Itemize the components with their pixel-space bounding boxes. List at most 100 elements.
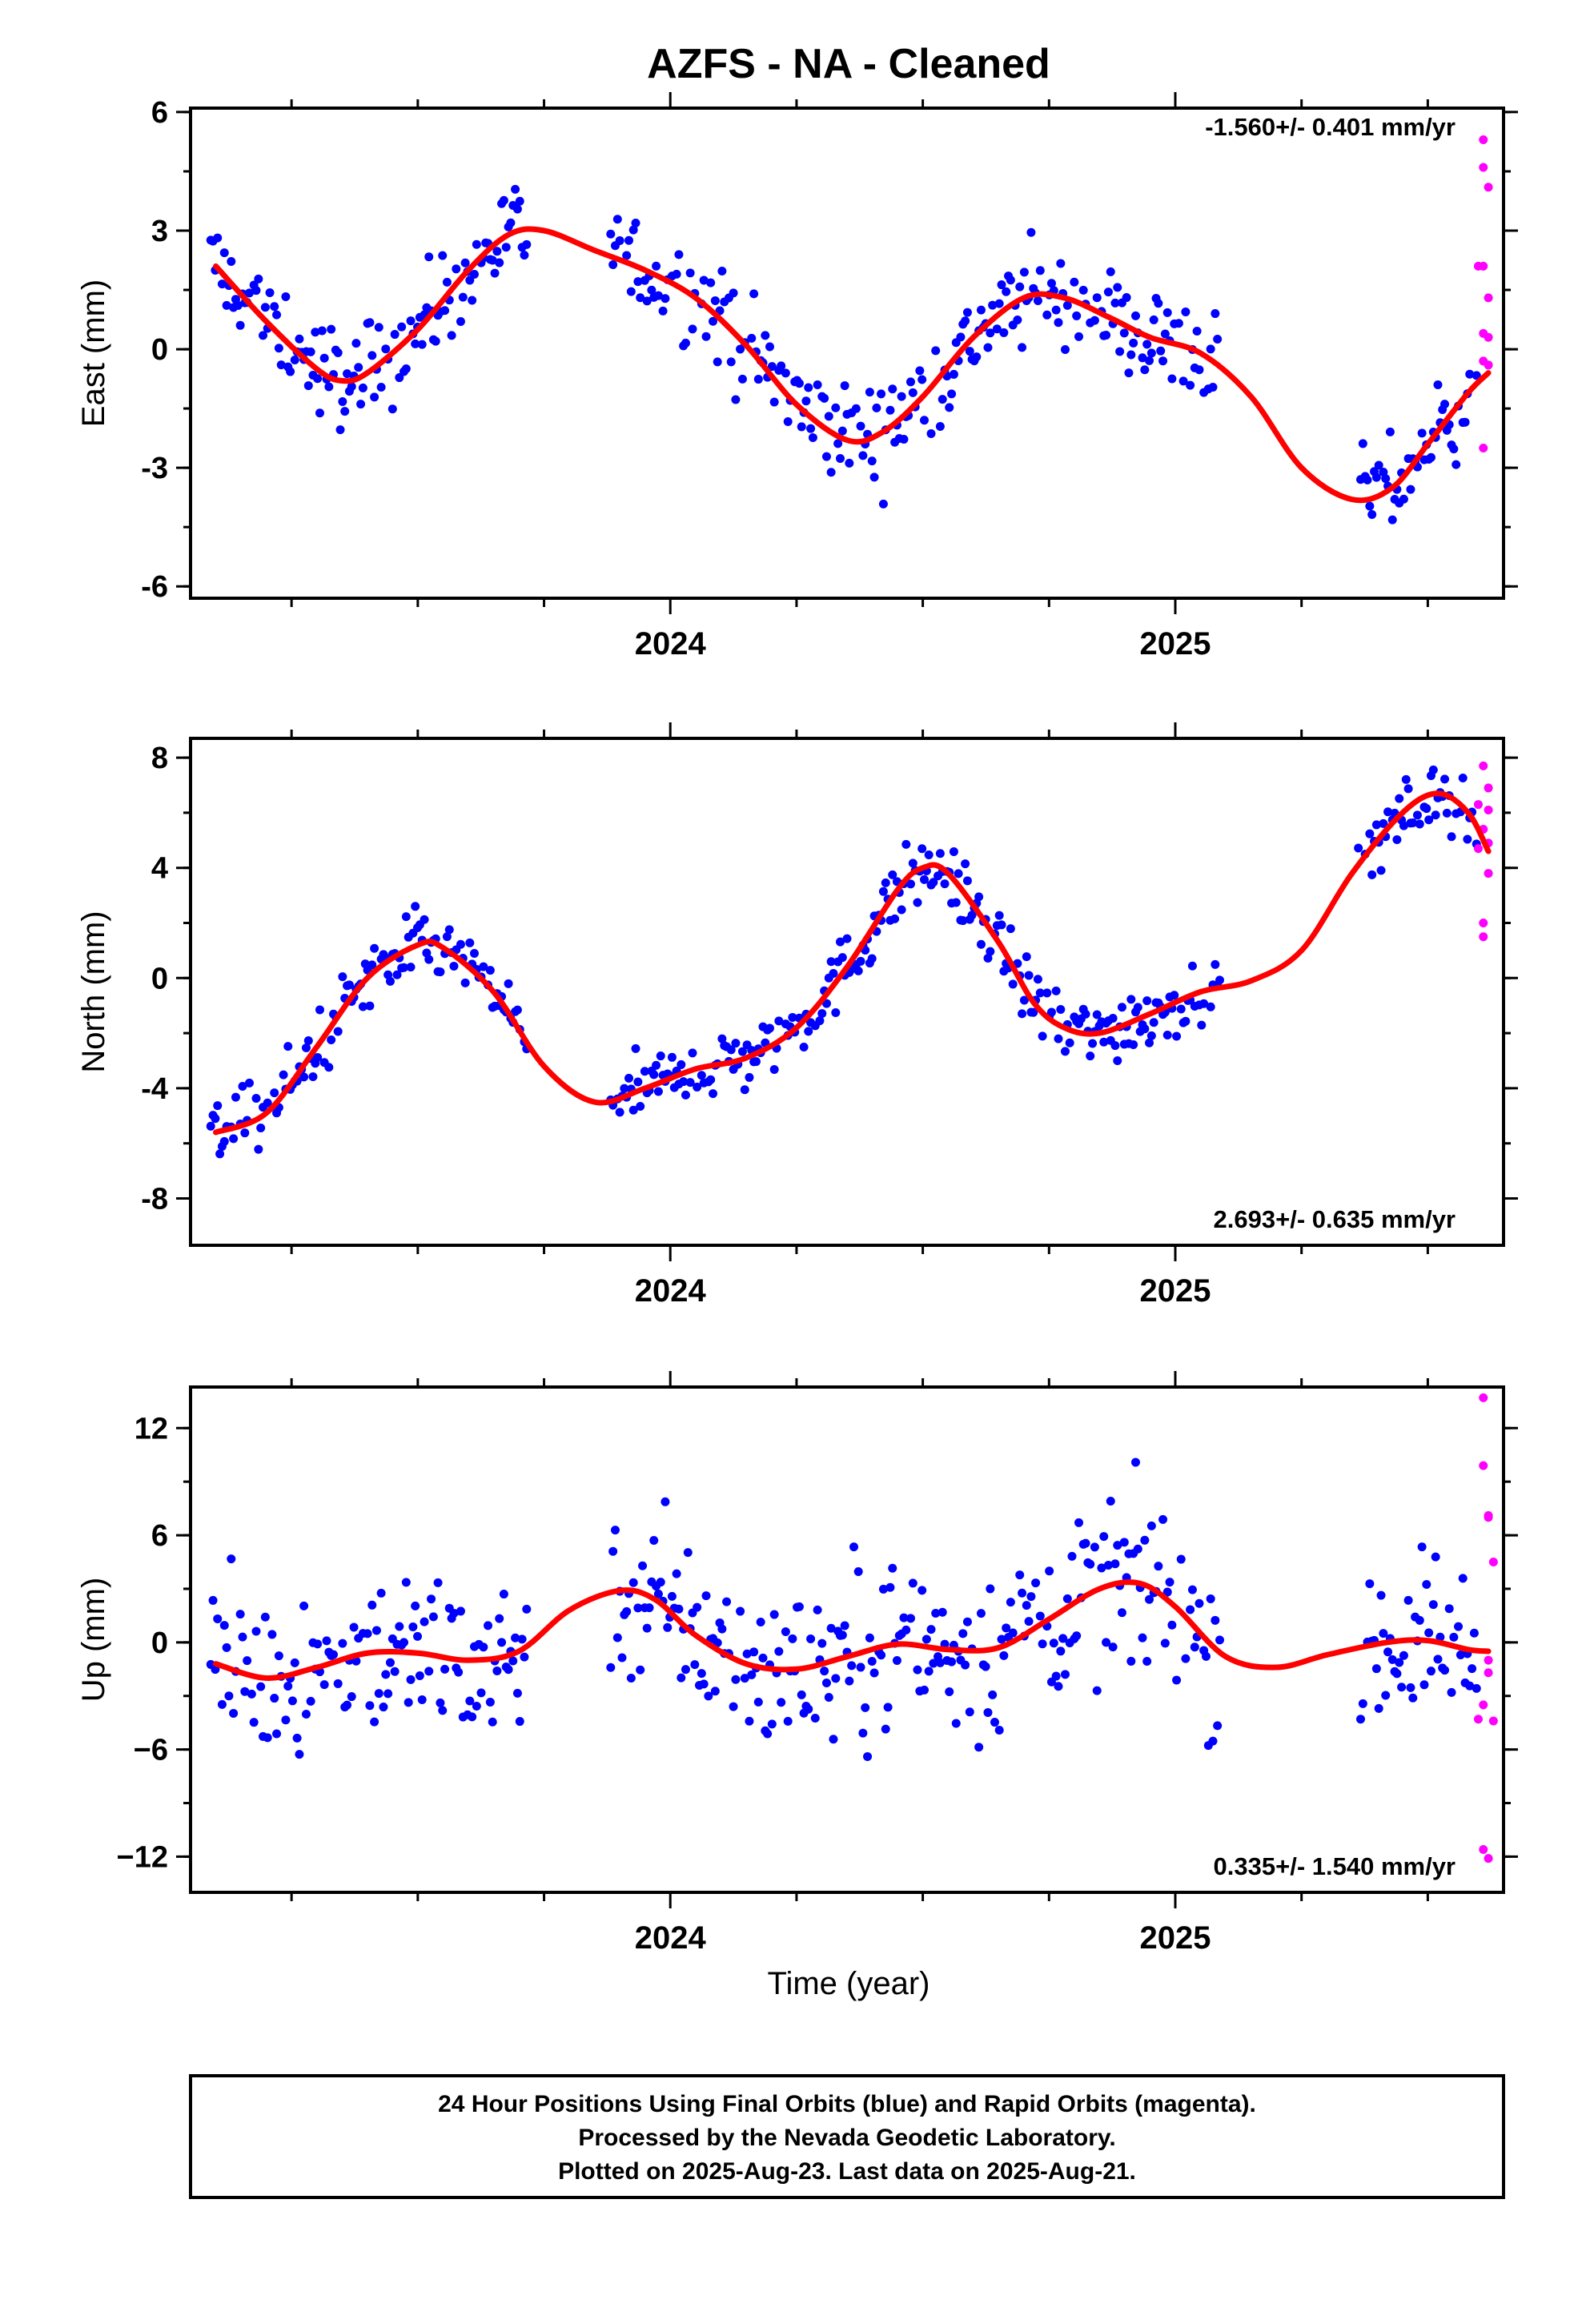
final-orbit-point <box>512 1688 522 1698</box>
final-orbit-point <box>781 368 790 378</box>
final-orbit-point <box>460 258 470 267</box>
final-orbit-point <box>1433 380 1443 389</box>
final-orbit-point <box>381 344 391 354</box>
final-orbit-point <box>831 1674 841 1683</box>
final-orbit-point <box>1072 1631 1082 1641</box>
final-orbit-point <box>1008 979 1018 989</box>
final-orbit-point <box>913 898 922 907</box>
final-orbit-point <box>917 844 927 854</box>
final-orbit-point <box>797 422 806 432</box>
final-orbit-point <box>981 1662 990 1671</box>
final-orbit-point <box>806 424 816 433</box>
final-orbit-point <box>472 239 481 249</box>
final-orbit-point <box>1090 316 1099 325</box>
y-axis-label: East (mm) <box>76 279 111 427</box>
final-orbit-point <box>456 1606 465 1616</box>
final-orbit-point <box>617 1653 627 1663</box>
final-orbit-point <box>652 1060 661 1070</box>
final-orbit-point <box>935 1658 945 1667</box>
final-orbit-point <box>986 947 995 956</box>
y-tick-label: 8 <box>151 742 168 775</box>
final-orbit-point <box>1015 1570 1025 1580</box>
final-orbit-point <box>626 1673 636 1683</box>
rapid-orbit-point <box>1479 918 1488 927</box>
final-orbit-point <box>356 400 366 409</box>
final-orbit-point <box>1167 1620 1177 1630</box>
final-orbit-point <box>1358 1699 1367 1708</box>
final-orbit-point <box>1458 774 1468 783</box>
final-orbit-point <box>1088 1039 1098 1048</box>
rate-annotation: -1.560+/- 0.401 mm/yr <box>1205 113 1456 141</box>
final-orbit-point <box>397 322 407 332</box>
final-orbit-point <box>344 980 354 990</box>
final-orbit-point <box>804 1027 813 1036</box>
final-orbit-point <box>227 1554 236 1564</box>
final-orbit-point <box>1110 298 1120 308</box>
final-orbit-point <box>1395 794 1404 803</box>
final-orbit-point <box>1460 417 1470 427</box>
final-orbit-point <box>324 382 334 392</box>
final-orbit-point <box>1092 293 1102 303</box>
final-orbit-point <box>815 1016 825 1026</box>
final-orbit-point <box>1006 924 1015 934</box>
final-orbit-point <box>249 1718 259 1727</box>
final-orbit-point <box>1206 1594 1215 1603</box>
final-orbit-point <box>1019 267 1029 277</box>
final-orbit-point <box>1472 371 1481 380</box>
final-orbit-point <box>1440 1666 1450 1675</box>
final-orbit-point <box>685 268 695 278</box>
final-orbit-point <box>994 299 1004 308</box>
final-orbit-point <box>229 1134 239 1144</box>
final-orbit-point <box>1158 1514 1168 1524</box>
y-tick-label: −6 <box>134 1734 168 1767</box>
rate-annotation: 0.335+/- 1.540 mm/yr <box>1214 1852 1456 1880</box>
final-orbit-point <box>1458 1574 1468 1583</box>
final-orbit-point <box>222 300 231 310</box>
final-orbit-point <box>299 1601 309 1610</box>
final-orbit-point <box>270 302 279 312</box>
final-orbit-point <box>1146 348 1156 358</box>
final-orbit-point <box>492 1666 502 1675</box>
final-orbit-point <box>458 292 468 302</box>
final-orbit-point <box>1024 1617 1034 1626</box>
final-orbit-point <box>1365 1579 1375 1589</box>
final-orbit-point <box>1062 300 1072 310</box>
final-orbit-point <box>867 1656 877 1666</box>
final-orbit-point <box>1072 311 1082 320</box>
final-orbit-point <box>701 1591 711 1601</box>
final-orbit-point <box>677 1673 686 1683</box>
final-orbit-point <box>731 395 741 404</box>
final-orbit-point <box>1187 961 1197 971</box>
final-orbit-point <box>920 416 930 425</box>
final-orbit-point <box>1140 1535 1150 1545</box>
final-orbit-point <box>808 433 817 443</box>
final-orbit-point <box>511 1633 520 1642</box>
final-orbit-point <box>1456 1651 1465 1660</box>
final-orbit-point <box>788 1012 797 1022</box>
final-orbit-point <box>333 1679 343 1688</box>
final-orbit-point <box>881 1724 890 1734</box>
final-orbit-point <box>974 892 984 902</box>
final-orbit-point <box>338 972 347 982</box>
final-orbit-point <box>1367 510 1377 520</box>
final-orbit-point <box>354 363 363 372</box>
final-orbit-point <box>642 296 652 306</box>
final-orbit-point <box>1015 282 1025 292</box>
final-orbit-point <box>954 869 963 879</box>
rapid-orbit-point <box>1488 1716 1498 1726</box>
final-orbit-point <box>908 388 917 397</box>
final-orbit-point <box>442 932 452 942</box>
final-orbit-point <box>251 1094 261 1104</box>
final-orbit-point <box>447 331 456 340</box>
final-orbit-point <box>1113 1541 1122 1550</box>
final-orbit-point <box>1154 299 1163 308</box>
final-orbit-point <box>858 451 868 460</box>
final-orbit-point <box>1371 820 1381 830</box>
final-orbit-point <box>631 1043 640 1053</box>
final-orbit-point <box>1138 353 1147 363</box>
final-orbit-point <box>661 1497 670 1506</box>
final-orbit-point <box>856 1663 865 1672</box>
final-orbit-point <box>1018 343 1027 352</box>
final-orbit-point <box>520 1652 529 1662</box>
final-orbit-point <box>747 1670 757 1679</box>
